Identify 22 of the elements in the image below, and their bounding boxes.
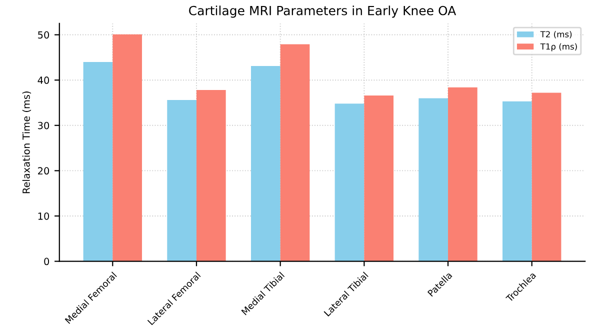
bar — [112, 34, 142, 262]
bar — [250, 66, 280, 262]
legend-label: T2 (ms) — [540, 30, 572, 38]
bar — [418, 98, 448, 262]
legend-label: T1ρ (ms) — [540, 43, 577, 52]
bar — [280, 44, 310, 262]
y-tick-label: 30 — [38, 122, 50, 130]
bar — [167, 100, 196, 262]
y-tick-label: 20 — [38, 167, 50, 175]
bar — [196, 90, 226, 262]
y-tick-label: 40 — [38, 76, 50, 84]
y-tick-label: 0 — [44, 258, 50, 266]
bar — [502, 101, 532, 262]
bar — [334, 104, 364, 262]
bar — [448, 87, 478, 262]
bar — [83, 62, 113, 262]
y-tick-label: 50 — [38, 31, 50, 39]
chart-title: Cartilage MRI Parameters in Early Knee OA — [189, 6, 456, 18]
bar — [364, 95, 394, 262]
y-tick-label: 10 — [38, 212, 50, 220]
y-axis-title: Relaxation Time (ms) — [22, 92, 32, 194]
bar — [532, 92, 562, 262]
